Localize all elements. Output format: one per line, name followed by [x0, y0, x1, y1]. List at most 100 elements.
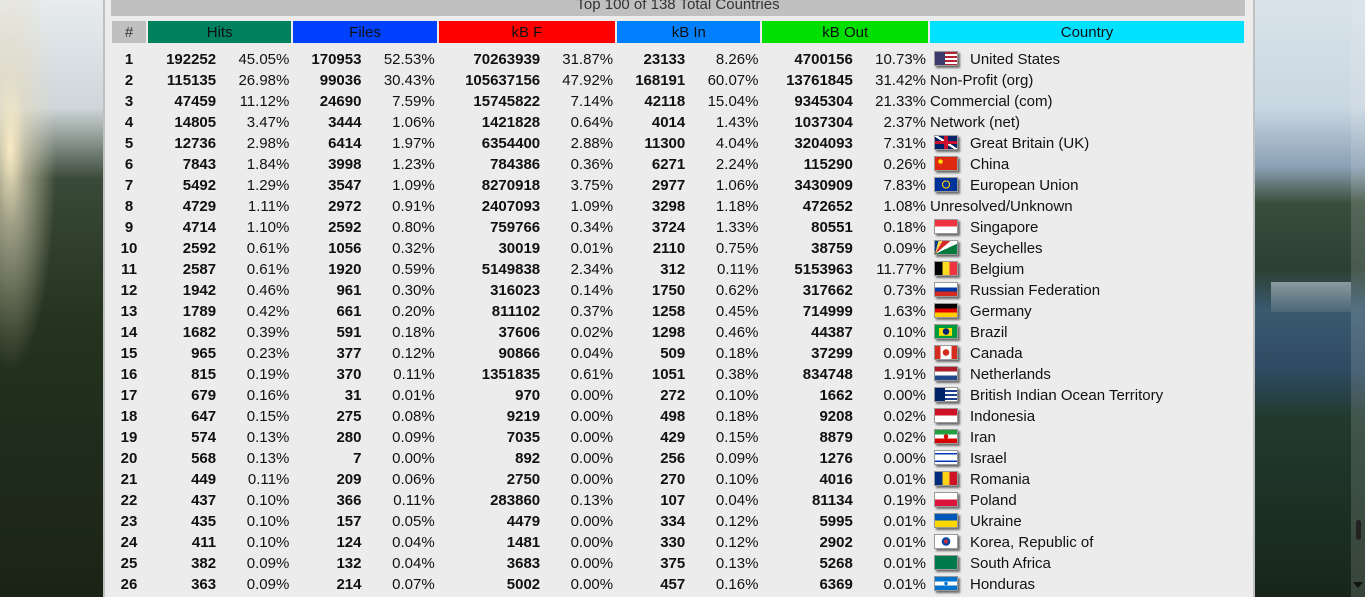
hits-percent: 1.10%: [246, 219, 290, 236]
hits-percent: 45.05%: [238, 51, 290, 68]
hits-value: 4714: [182, 219, 217, 236]
files-percent: 0.08%: [392, 408, 435, 425]
hits-percent: 0.10%: [246, 534, 290, 551]
hits-percent: 0.19%: [246, 366, 290, 383]
files-percent: 1.23%: [392, 156, 435, 173]
country-name: Poland: [970, 492, 1017, 509]
cn-flag-icon: [934, 156, 958, 171]
country-cell: Belgium: [930, 259, 1244, 280]
country-cell: Romania: [930, 469, 1244, 490]
kbin-percent: 0.18%: [715, 408, 759, 425]
hits-value: 1682: [182, 324, 217, 341]
kbout-percent: 0.01%: [883, 471, 926, 488]
header-kbf: kB F: [438, 21, 616, 43]
kbf-value: 6354400: [481, 135, 541, 152]
country-cell: Commercial (com): [930, 91, 1244, 112]
country-cell: Poland: [930, 490, 1244, 511]
country-name: British Indian Ocean Territory: [970, 387, 1164, 404]
files-value: 99036: [319, 72, 362, 89]
kbf-percent: 0.00%: [570, 576, 614, 593]
country-cell: United States: [930, 43, 1244, 70]
hits-value: 449: [191, 471, 217, 488]
header-kbin: kB In: [617, 21, 761, 43]
files-value: 209: [336, 471, 362, 488]
kbout-value: 38759: [811, 240, 853, 257]
hits-percent: 0.13%: [246, 450, 290, 467]
kbf-value: 90866: [498, 345, 541, 362]
files-percent: 0.12%: [392, 345, 435, 362]
scroll-down-arrow-icon[interactable]: [1353, 582, 1363, 588]
row-number: 1: [124, 51, 134, 68]
kbout-value: 1037304: [794, 114, 853, 131]
kbin-value: 4014: [651, 114, 686, 131]
kbout-value: 9345304: [794, 93, 853, 110]
table-row: 12 1942 0.46% 961 0.30% 316023 0.14% 1750 0.62% 3…: [112, 280, 1244, 301]
country-name: Great Britain (UK): [970, 135, 1090, 152]
files-value: 366: [336, 492, 362, 509]
scroll-thumb[interactable]: [1356, 520, 1361, 540]
kbin-value: 2110: [652, 240, 686, 257]
files-value: 6414: [328, 135, 362, 152]
table-row: 5 12736 2.98% 6414 1.97% 6354400 2.88% 11300 4.0…: [112, 133, 1244, 154]
table-row: 11 2587 0.61% 1920 0.59% 5149838 2.34% 312 0.11%…: [112, 259, 1244, 280]
kbin-value: 168191: [635, 72, 686, 89]
kbout-percent: 0.19%: [883, 492, 926, 509]
kbf-percent: 0.00%: [570, 429, 614, 446]
table-row: 9 4714 1.10% 2592 0.80% 759766 0.34% 3724 1.33% 8…: [112, 217, 1244, 238]
kbout-value: 834748: [802, 366, 853, 383]
kbout-percent: 0.00%: [883, 387, 926, 404]
br-flag-icon: [934, 324, 958, 339]
us-flag-icon: [934, 51, 958, 66]
ir-flag-icon: [934, 429, 958, 444]
row-number: 9: [124, 219, 134, 236]
kbin-percent: 0.46%: [715, 324, 759, 341]
kbin-percent: 0.62%: [715, 282, 759, 299]
scrollbar[interactable]: [1351, 0, 1365, 597]
kbout-value: 81134: [811, 492, 853, 509]
country-name: European Union: [970, 177, 1079, 194]
files-percent: 0.07%: [392, 576, 435, 593]
kbin-percent: 1.06%: [715, 177, 759, 194]
kbf-value: 5149838: [481, 261, 541, 278]
kbout-value: 80551: [811, 219, 853, 236]
hits-value: 47459: [174, 93, 217, 110]
row-number: 5: [124, 135, 134, 152]
row-number: 10: [120, 240, 138, 257]
files-value: 2592: [328, 219, 362, 236]
header-num: #: [112, 21, 146, 43]
kbf-value: 970: [515, 387, 541, 404]
kbf-value: 5002: [506, 576, 541, 593]
header-country: Country: [930, 21, 1244, 43]
ro-flag-icon: [934, 471, 958, 486]
hits-value: 7843: [182, 156, 217, 173]
country-cell: Iran: [930, 427, 1244, 448]
kbout-value: 4700156: [794, 51, 853, 68]
kbin-value: 270: [660, 471, 686, 488]
kbin-percent: 0.10%: [715, 387, 759, 404]
table-title: Top 100 of 138 Total Countries: [111, 0, 1245, 16]
kbin-value: 6271: [651, 156, 686, 173]
kbf-value: 283860: [490, 492, 541, 509]
kbin-value: 509: [660, 345, 686, 362]
table-row: 21 449 0.11% 209 0.06% 2750 0.00% 270 0.10% 4016 0…: [112, 469, 1244, 490]
kbout-percent: 7.83%: [883, 177, 926, 194]
table-row: 7 5492 1.29% 3547 1.09% 8270918 3.75% 2977 1.06%…: [112, 175, 1244, 196]
kbout-percent: 1.08%: [883, 198, 926, 215]
files-value: 1056: [328, 240, 362, 257]
hits-value: 435: [191, 513, 217, 530]
table-row: 25 382 0.09% 132 0.04% 3683 0.00% 375 0.13% 5268 0…: [112, 553, 1244, 574]
country-name: Non-Profit (org): [930, 72, 1034, 89]
kbin-percent: 0.13%: [715, 555, 759, 572]
country-cell: China: [930, 154, 1244, 175]
files-percent: 0.09%: [392, 429, 435, 446]
kbout-percent: 0.01%: [883, 513, 926, 530]
ca-flag-icon: [934, 345, 958, 360]
files-percent: 0.04%: [392, 534, 435, 551]
kbout-percent: 0.02%: [883, 408, 926, 425]
kbf-percent: 0.34%: [570, 219, 614, 236]
files-value: 370: [336, 366, 362, 383]
files-percent: 0.06%: [392, 471, 435, 488]
files-value: 2972: [328, 198, 362, 215]
kbout-value: 1276: [819, 450, 853, 467]
country-cell: Singapore: [930, 217, 1244, 238]
